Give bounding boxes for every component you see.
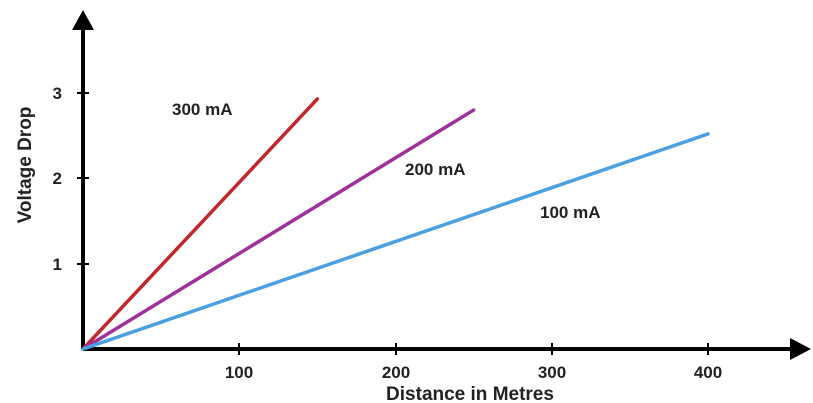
x-axis-arrow-icon — [790, 338, 811, 360]
x-tick-marks — [238, 343, 709, 355]
series-label-300ma: 300 mA — [172, 100, 232, 119]
y-tick-marks — [77, 92, 89, 265]
x-tick-label: 400 — [694, 363, 722, 382]
x-tick-label: 200 — [382, 363, 410, 382]
y-axis-arrow-icon — [72, 10, 94, 30]
x-tick-label: 100 — [225, 363, 253, 382]
series-label-200ma: 200 mA — [405, 160, 465, 179]
x-tick-label: 300 — [538, 363, 566, 382]
y-tick-label: 1 — [53, 255, 62, 274]
series-line-100ma — [81, 132, 710, 351]
y-tick-label: 3 — [53, 84, 62, 103]
y-axis-title: Voltage Drop — [15, 107, 36, 224]
series-label-100ma: 100 mA — [540, 203, 600, 222]
series-line-300ma — [81, 97, 320, 351]
series-line-200ma — [81, 108, 476, 351]
y-tick-label: 2 — [53, 169, 62, 188]
x-axis-title: Distance in Metres — [386, 384, 554, 403]
